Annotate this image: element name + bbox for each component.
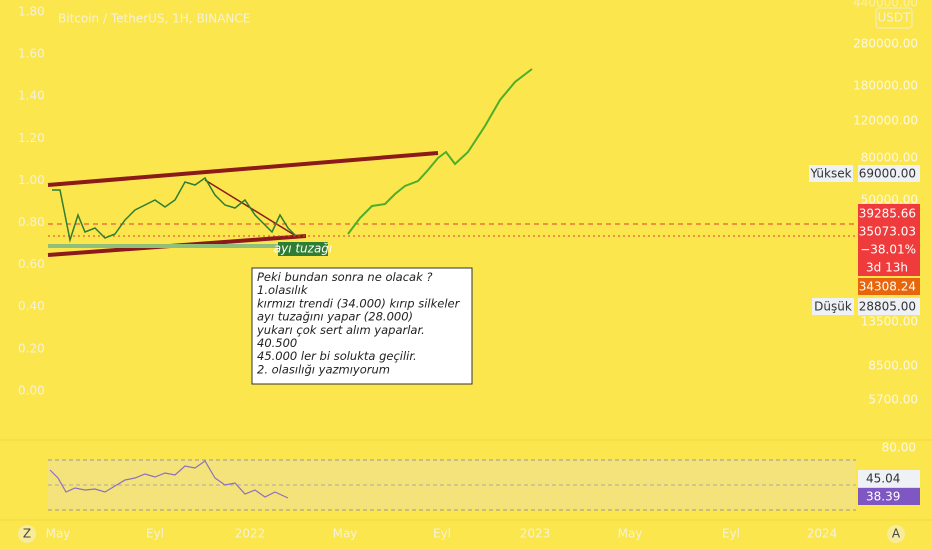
target: 35073.03 (859, 225, 916, 239)
x-axis-label: May (46, 527, 71, 541)
currency[interactable]: USDT (878, 11, 912, 25)
left-axis-label: 1.80 (18, 5, 45, 19)
left-axis-label: 0.40 (18, 299, 45, 313)
right-axis-label: 5700.00 (868, 393, 918, 407)
price-path (52, 176, 297, 243)
note-line: yukarı çok sert alım yaparlar. (256, 323, 425, 337)
rsi-line (49, 460, 289, 499)
left-axis-label: 1.00 (18, 173, 45, 187)
right-axis-label: 120000.00 (853, 114, 918, 128)
right-axis-label: 280000.00 (853, 37, 918, 51)
rsi-tag-b (858, 488, 920, 505)
note-line: 2. olasılığı yazmıyorum (257, 362, 390, 376)
note-line: kırmızı trendi (34.000) kırıp silkeler (257, 296, 461, 310)
countdown: 3d 13h (866, 261, 908, 275)
rsi-value-a: 45.04 (866, 472, 900, 486)
x-axis-label: Eyl (722, 527, 740, 541)
low-tag (812, 298, 854, 315)
rsi-tag-a (858, 470, 920, 487)
note-line: 45.000 ler bi solukta geçilir. (257, 349, 417, 363)
note-line: 40.500 (257, 336, 297, 350)
orange-tag (858, 278, 920, 295)
x-axis-label: 2023 (520, 527, 551, 541)
channel-top (47, 151, 439, 187)
orange-value: 34308.24 (859, 280, 916, 294)
x-axis-label: 2024 (807, 527, 838, 541)
high-tag (809, 165, 853, 182)
note-line: Peki bundan sonra ne olacak ? (257, 270, 433, 284)
left-axis-label: 0.20 (18, 341, 45, 355)
trap-box (278, 242, 328, 256)
x-axis-label[interactable]: Z (23, 527, 31, 541)
rsi-level: 80.00 (882, 441, 916, 455)
left-axis-label: 0.80 (18, 215, 45, 229)
x-axis-label: 2022 (235, 527, 266, 541)
right-axis-label: 8500.00 (868, 359, 918, 373)
left-axis-label: 1.40 (18, 89, 45, 103)
high-value-tag (858, 165, 920, 182)
x-axis-label: May (618, 527, 643, 541)
high-label: Yüksek (809, 167, 851, 181)
change: −38.01% (860, 243, 916, 257)
left-axis-label: 1.20 (18, 131, 45, 145)
rsi-value-b: 38.39 (866, 490, 900, 504)
axis-button[interactable] (18, 525, 36, 543)
currency-box[interactable] (875, 7, 913, 29)
low-value: 28805.00 (859, 300, 916, 314)
note-line: 1.olasılık (257, 283, 309, 297)
axis-button[interactable] (887, 525, 905, 543)
price-tag (858, 204, 920, 276)
right-axis-label: 80000.00 (861, 151, 918, 165)
trap-label: ayı tuzağı (274, 242, 333, 256)
right-axis-label: 180000.00 (853, 79, 918, 93)
high-value: 69000.00 (859, 167, 916, 181)
left-axis-label: 0.60 (18, 257, 45, 271)
title: Bitcoin / TetherUS, 1H, BINANCE (58, 12, 250, 26)
x-axis-label: Eyl (146, 527, 164, 541)
right-axis-label: 13500.00 (861, 315, 918, 329)
low-value-tag (858, 298, 920, 315)
price: 39285.66 (859, 207, 916, 221)
left-axis-label: 0.00 (18, 383, 45, 397)
x-axis-label[interactable]: A (892, 527, 901, 541)
note-line: ayı tuzağını yapar (28.000) (257, 310, 413, 324)
x-axis-label: Eyl (433, 527, 451, 541)
left-axis-label: 1.60 (18, 47, 45, 61)
note-box (251, 267, 473, 385)
projection (347, 68, 533, 235)
x-axis-label: May (333, 527, 358, 541)
right-axis-label: 440000.00 (853, 0, 918, 10)
right-axis-label: 50000.00 (861, 193, 918, 207)
low-label: Düşük (814, 300, 852, 314)
